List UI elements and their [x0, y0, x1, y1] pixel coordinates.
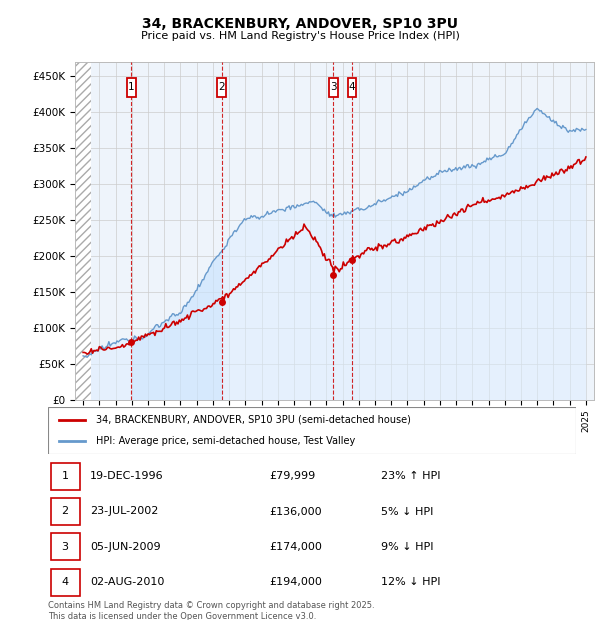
FancyBboxPatch shape	[50, 463, 80, 490]
Bar	[75, 62, 91, 400]
Text: Contains HM Land Registry data © Crown copyright and database right 2025.
This d: Contains HM Land Registry data © Crown c…	[48, 601, 374, 620]
Text: 12% ↓ HPI: 12% ↓ HPI	[380, 577, 440, 587]
Text: 2: 2	[61, 507, 68, 516]
Text: HPI: Average price, semi-detached house, Test Valley: HPI: Average price, semi-detached house,…	[95, 436, 355, 446]
Text: 4: 4	[61, 577, 68, 587]
Text: £194,000: £194,000	[270, 577, 323, 587]
FancyBboxPatch shape	[50, 498, 80, 525]
Text: £79,999: £79,999	[270, 471, 316, 481]
Text: 4: 4	[349, 82, 355, 92]
Text: 3: 3	[330, 82, 337, 92]
Text: £136,000: £136,000	[270, 507, 322, 516]
Text: 34, BRACKENBURY, ANDOVER, SP10 3PU (semi-detached house): 34, BRACKENBURY, ANDOVER, SP10 3PU (semi…	[95, 415, 410, 425]
Text: 2: 2	[218, 82, 225, 92]
Text: 05-JUN-2009: 05-JUN-2009	[90, 542, 161, 552]
Text: 1: 1	[61, 471, 68, 481]
Text: 02-AUG-2010: 02-AUG-2010	[90, 577, 164, 587]
Text: Price paid vs. HM Land Registry's House Price Index (HPI): Price paid vs. HM Land Registry's House …	[140, 31, 460, 41]
Text: 23-JUL-2002: 23-JUL-2002	[90, 507, 158, 516]
FancyBboxPatch shape	[329, 78, 338, 97]
Text: 1: 1	[128, 82, 134, 92]
Text: 3: 3	[61, 542, 68, 552]
FancyBboxPatch shape	[50, 533, 80, 560]
Text: £174,000: £174,000	[270, 542, 323, 552]
Text: 9% ↓ HPI: 9% ↓ HPI	[380, 542, 433, 552]
FancyBboxPatch shape	[50, 569, 80, 596]
FancyBboxPatch shape	[127, 78, 136, 97]
FancyBboxPatch shape	[347, 78, 356, 97]
FancyBboxPatch shape	[48, 407, 576, 454]
Text: 23% ↑ HPI: 23% ↑ HPI	[380, 471, 440, 481]
Text: 19-DEC-1996: 19-DEC-1996	[90, 471, 164, 481]
FancyBboxPatch shape	[217, 78, 226, 97]
Text: 34, BRACKENBURY, ANDOVER, SP10 3PU: 34, BRACKENBURY, ANDOVER, SP10 3PU	[142, 17, 458, 32]
Text: 5% ↓ HPI: 5% ↓ HPI	[380, 507, 433, 516]
